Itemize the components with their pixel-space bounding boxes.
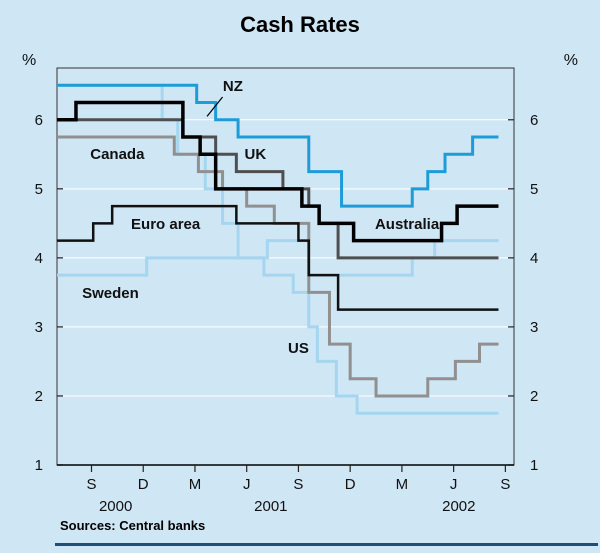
series-label-euro-area: Euro area [131,216,201,233]
x-tick-label: S [293,476,303,493]
y-tick-label-left: 1 [35,457,43,474]
series-label-canada: Canada [90,146,145,163]
series-label-australia: Australia [375,216,440,233]
y-tick-label-right: 6 [530,112,538,129]
y-tick-label-left: 6 [35,112,43,129]
x-tick-label: M [396,476,409,493]
y-tick-label-right: 5 [530,181,538,198]
x-tick-label: J [243,476,251,493]
y-tick-label-left: 4 [35,250,43,267]
series-line-us [57,83,499,415]
y-tick-label-left: 2 [35,388,43,405]
chart-title: Cash Rates [240,12,360,37]
plot-frame [56,67,515,466]
y-tick-label-right: 4 [530,250,538,267]
y-axis-unit-right: % [563,52,578,69]
x-tick-label: D [345,476,356,493]
x-tick-label: S [500,476,510,493]
series-label-sweden: Sweden [82,285,139,302]
x-tick-label: D [138,476,149,493]
year-label: 2000 [99,498,132,515]
x-tick-label: S [86,476,96,493]
series-label-us: US [288,340,309,357]
series-label-uk: UK [244,146,266,163]
year-label: 2002 [442,498,475,515]
y-axis-unit-left: % [22,52,37,69]
x-tick-label: J [450,476,458,493]
series-label-nz: NZ [223,78,243,95]
y-tick-label-right: 3 [530,319,538,336]
bottom-rule [55,543,598,546]
source-note: Sources: Central banks [60,518,206,533]
series-line-canada [57,135,499,398]
x-tick-label: M [189,476,202,493]
y-tick-label-right: 2 [530,388,538,405]
series-line-euro-area [57,204,499,311]
series-line-australia [57,100,499,243]
y-tick-label-left: 3 [35,319,43,336]
y-tick-label-left: 5 [35,181,43,198]
year-label: 2001 [254,498,287,515]
y-tick-label-right: 1 [530,457,538,474]
annotation-leader-nz [206,96,224,117]
